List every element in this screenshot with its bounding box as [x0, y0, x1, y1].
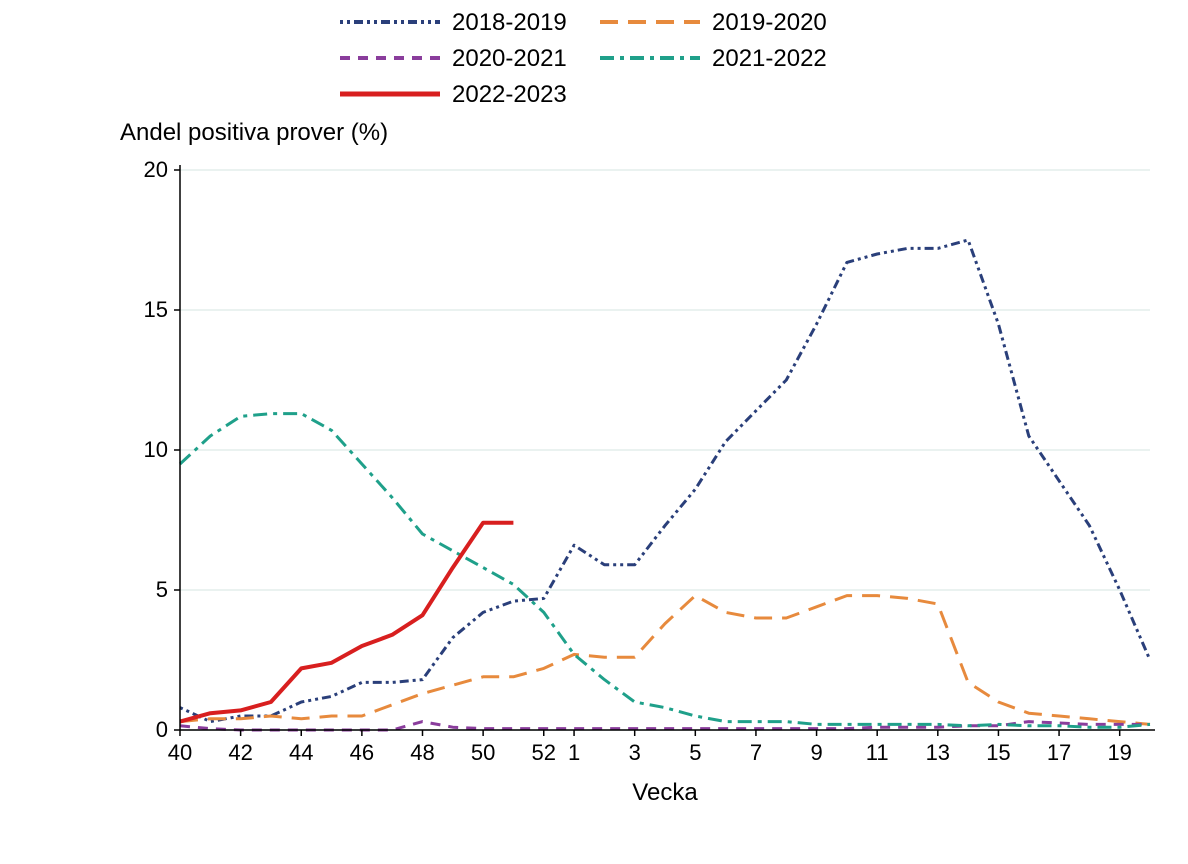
x-tick-label: 7	[750, 740, 762, 765]
y-tick-label: 20	[144, 157, 168, 182]
x-tick-label: 44	[289, 740, 313, 765]
x-axis-title: Vecka	[632, 779, 698, 806]
legend-label: 2018-2019	[452, 9, 567, 36]
legend-label: 2022-2023	[452, 81, 567, 108]
line-chart: 0510152040424446485052135791113151719Vec…	[0, 0, 1188, 864]
y-axis-title: Andel positiva prover (%)	[120, 119, 388, 146]
x-tick-label: 5	[689, 740, 701, 765]
x-tick-label: 15	[986, 740, 1010, 765]
x-tick-label: 40	[168, 740, 192, 765]
x-tick-label: 19	[1107, 740, 1131, 765]
x-tick-label: 50	[471, 740, 495, 765]
x-tick-label: 17	[1047, 740, 1071, 765]
legend-label: 2020-2021	[452, 45, 567, 72]
y-tick-label: 15	[144, 297, 168, 322]
x-tick-label: 46	[350, 740, 374, 765]
legend-label: 2019-2020	[712, 9, 827, 36]
x-tick-label: 1	[568, 740, 580, 765]
x-tick-label: 48	[410, 740, 434, 765]
x-tick-label: 11	[866, 740, 889, 765]
y-tick-label: 5	[156, 577, 168, 602]
y-tick-label: 0	[156, 717, 168, 742]
legend-label: 2021-2022	[712, 45, 827, 72]
x-tick-label: 13	[926, 740, 950, 765]
x-tick-label: 42	[228, 740, 252, 765]
y-tick-label: 10	[144, 437, 168, 462]
x-tick-label: 3	[629, 740, 641, 765]
x-tick-label: 9	[810, 740, 822, 765]
x-tick-label: 52	[532, 740, 556, 765]
